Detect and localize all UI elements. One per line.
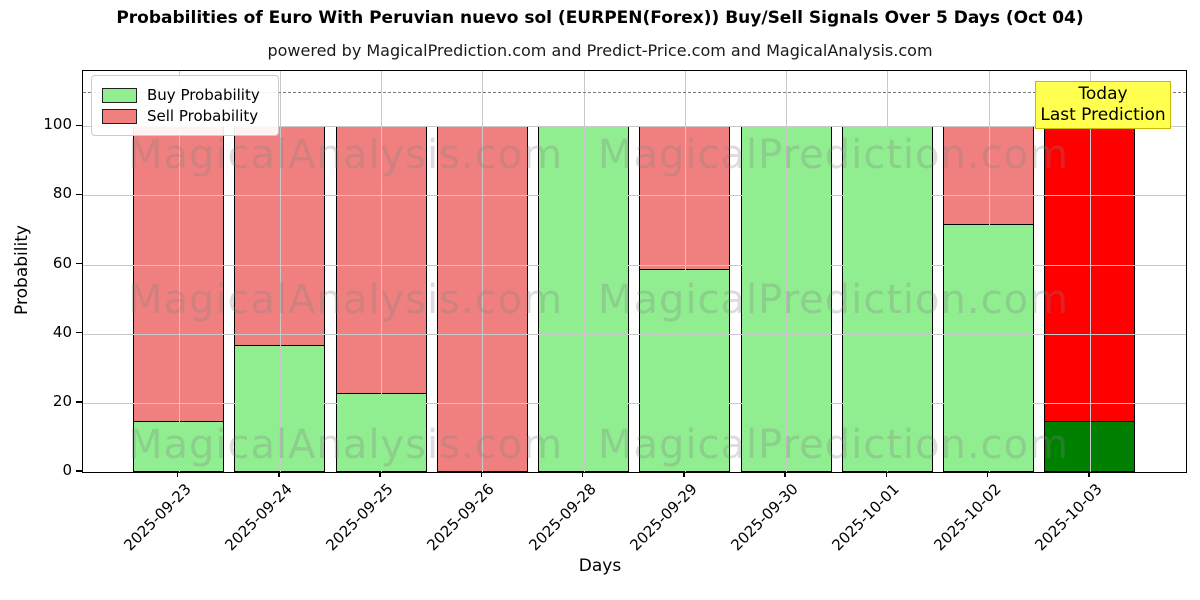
x-tick-mark (1088, 471, 1090, 477)
x-tick-mark (379, 471, 381, 477)
x-tick-mark (683, 471, 685, 477)
y-tick-mark (76, 331, 82, 334)
legend: Buy Probability Sell Probability (91, 75, 279, 136)
legend-label-buy: Buy Probability (147, 86, 260, 104)
v-gridline (381, 71, 383, 472)
v-gridline (178, 71, 180, 472)
h-gridline (83, 264, 1186, 266)
today-annotation-line2: Last Prediction (1040, 105, 1166, 125)
y-tick-label: 20 (52, 391, 72, 410)
y-tick-mark (76, 401, 82, 403)
x-tick-mark (278, 471, 280, 477)
today-annotation-line1: Today (1078, 84, 1128, 104)
v-gridline (279, 71, 281, 472)
v-gridline (1089, 71, 1091, 472)
y-tick-mark (76, 262, 82, 265)
plot-area: Buy Probability Sell Probability Today L… (82, 70, 1187, 473)
today-annotation: Today Last Prediction (1035, 81, 1171, 129)
y-tick-mark (76, 124, 82, 127)
x-tick-mark (480, 471, 483, 477)
x-tick-mark (986, 471, 989, 477)
x-tick-label: 2025-09-25 (322, 480, 397, 555)
sell-swatch-icon (102, 108, 137, 124)
x-tick-mark (885, 471, 888, 477)
legend-item-sell: Sell Probability (102, 107, 268, 125)
y-tick-label: 60 (52, 253, 72, 272)
x-tick-label: 2025-10-03 (1031, 480, 1106, 555)
v-gridline (887, 71, 889, 472)
v-gridline (684, 71, 686, 472)
chart-title: Probabilities of Euro With Peruvian nuev… (116, 8, 1084, 28)
x-tick-label: 2025-10-01 (828, 480, 904, 555)
x-tick-mark (784, 471, 786, 477)
x-tick-mark (176, 471, 179, 477)
legend-label-sell: Sell Probability (147, 107, 259, 125)
y-tick-label: 0 (62, 461, 72, 479)
y-tick-label: 100 (43, 115, 72, 134)
legend-item-buy: Buy Probability (102, 86, 268, 104)
y-tick-mark (76, 470, 82, 472)
x-tick-label: 2025-09-28 (524, 480, 600, 555)
x-tick-label: 2025-10-02 (930, 480, 1005, 555)
x-tick-label: 2025-09-24 (221, 480, 296, 555)
v-gridline (482, 71, 484, 472)
v-gridline (583, 71, 585, 472)
x-tick-label: 2025-09-26 (423, 480, 499, 555)
y-tick-label: 80 (52, 184, 72, 203)
dashed-threshold-line (83, 91, 1186, 93)
chart-subtitle: powered by MagicalPrediction.com and Pre… (267, 41, 933, 60)
v-gridline (786, 71, 788, 472)
x-tick-label: 2025-09-29 (626, 480, 701, 555)
buy-swatch-icon (102, 87, 137, 103)
x-tick-mark (581, 471, 584, 477)
x-tick-label: 2025-09-30 (727, 480, 802, 555)
h-gridline (83, 195, 1186, 197)
v-gridline (988, 71, 990, 472)
h-gridline (83, 126, 1186, 128)
h-gridline (83, 402, 1186, 404)
y-tick-label: 40 (52, 322, 72, 341)
x-axis-label: Days (578, 556, 622, 576)
h-gridline (83, 333, 1186, 335)
x-tick-label: 2025-09-23 (119, 480, 195, 555)
y-tick-mark (76, 193, 82, 196)
